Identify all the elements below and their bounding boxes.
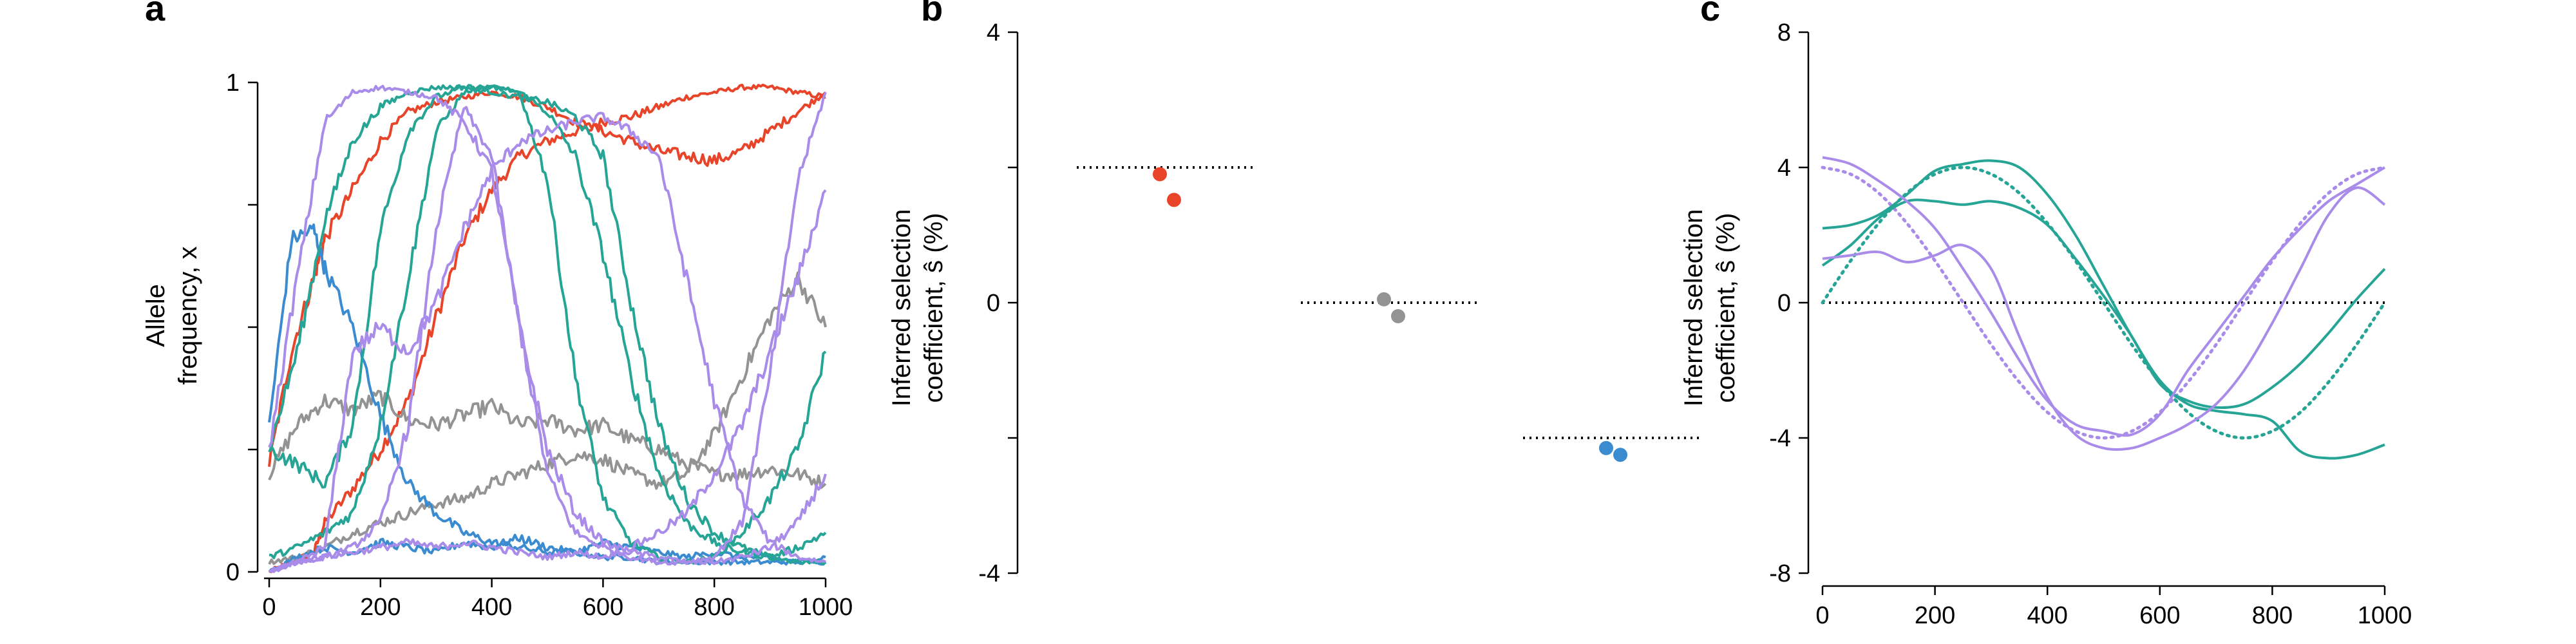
panel-a-y-tick-label: 1 xyxy=(226,70,240,97)
panel-c-x-tick-label: 200 xyxy=(1915,602,1955,629)
panel-b-letter: b xyxy=(921,0,943,28)
panel-c-ylabel-line2: coefficient, ŝ (%) xyxy=(1712,213,1740,403)
panel-b-ylabel-line1: Inferred selection xyxy=(887,209,916,407)
panel-b: b Inferred selection coefficient, ŝ (%) … xyxy=(887,0,1703,587)
panel-b-y-tick-label: 0 xyxy=(987,290,1000,317)
panel-b-point-blue xyxy=(1613,448,1627,462)
panel-a-trajectory-red xyxy=(269,83,826,573)
panel-b-point-blue xyxy=(1599,440,1613,455)
panel-c-y-tick-label: 0 xyxy=(1777,290,1791,317)
panel-b-true-values xyxy=(1077,166,1703,439)
panel-c-y-tick-label: -8 xyxy=(1769,560,1791,587)
panel-a-trajectory-purple xyxy=(269,111,827,573)
panel-a-trajectory-purple xyxy=(269,91,827,573)
panel-a-ylabel-line1: Allele xyxy=(142,284,170,347)
panel-a-trajectory-teal xyxy=(269,84,827,561)
panel-a-x-tick-label: 0 xyxy=(262,594,276,621)
panel-b-y-ticks: -4 0 4 xyxy=(978,19,1018,587)
panel-c-inferred-curve-teal xyxy=(1822,159,2385,460)
panel-a-y-ticks: 01 xyxy=(226,70,258,586)
panel-a-x-tick-label: 200 xyxy=(360,594,401,621)
panel-c-ylabel-line1: Inferred selection xyxy=(1680,209,1708,407)
panel-a-trajectories xyxy=(268,83,827,573)
panel-c-inferred-curve-purple xyxy=(1822,186,2386,451)
panel-c-y-tick-label: -4 xyxy=(1769,425,1791,452)
panel-a-x-tick-label: 800 xyxy=(694,594,734,621)
panel-c-inferred-curves xyxy=(1821,156,2386,460)
panel-a-trajectory-blue xyxy=(268,223,827,566)
panel-b-point-gray xyxy=(1391,309,1405,323)
panel-c-x-tick-label: 800 xyxy=(2252,602,2293,629)
panel-c: c Inferred selection coefficient, ŝ (%) … xyxy=(1680,0,2412,629)
panel-a-trajectory-gray xyxy=(268,390,827,489)
panel-a-x-tick-label: 400 xyxy=(471,594,512,621)
panel-c-x-ticks: 0 200 400 600 800 1000 xyxy=(1815,586,2412,629)
panel-a-ylabel-line2: frequency, x xyxy=(174,247,202,385)
panel-c-y-tick-label: 8 xyxy=(1777,19,1791,46)
panel-b-point-gray xyxy=(1377,292,1391,307)
panel-c-x-tick-label: 1000 xyxy=(2358,602,2412,629)
panel-c-y-tick-label: 4 xyxy=(1777,155,1791,182)
panel-c-letter: c xyxy=(1700,0,1720,28)
panel-b-y-tick-label: -4 xyxy=(978,560,1000,587)
panel-c-x-tick-label: 0 xyxy=(1815,602,1829,629)
panel-a-trajectory-purple xyxy=(268,84,827,565)
panel-c-inferred-curve-teal xyxy=(1821,198,2386,410)
panel-c-x-tick-label: 600 xyxy=(2139,602,2180,629)
panel-a-x-tick-label: 600 xyxy=(583,594,623,621)
panel-c-y-ticks: -8 -4 0 4 8 xyxy=(1769,19,1808,587)
panel-a-trajectory-teal xyxy=(269,84,827,565)
panel-b-point-red xyxy=(1167,193,1181,207)
panel-a-trajectory-red xyxy=(268,90,827,467)
panel-c-true-curve-purple xyxy=(1821,166,2387,440)
panel-c-inferred-curve-purple xyxy=(1822,156,2386,437)
panel-b-ylabel-line2: coefficient, ŝ (%) xyxy=(920,213,948,403)
panel-c-x-tick-label: 400 xyxy=(2027,602,2067,629)
panel-a-trajectory-purple xyxy=(268,189,827,573)
panel-b-y-tick-label: 4 xyxy=(987,19,1000,46)
panel-a-x-tick-label: 1000 xyxy=(799,594,853,621)
panel-b-inferred-points xyxy=(1153,167,1627,462)
panel-a-letter: a xyxy=(145,0,166,28)
panel-a-x-ticks: 0 200 400 600 800 1000 xyxy=(262,578,853,621)
panel-b-point-red xyxy=(1153,167,1167,182)
panel-a-y-tick-label: 0 xyxy=(226,559,240,586)
panel-a: a Allele frequency, x 01 0 200 400 600 800 10… xyxy=(142,0,853,621)
